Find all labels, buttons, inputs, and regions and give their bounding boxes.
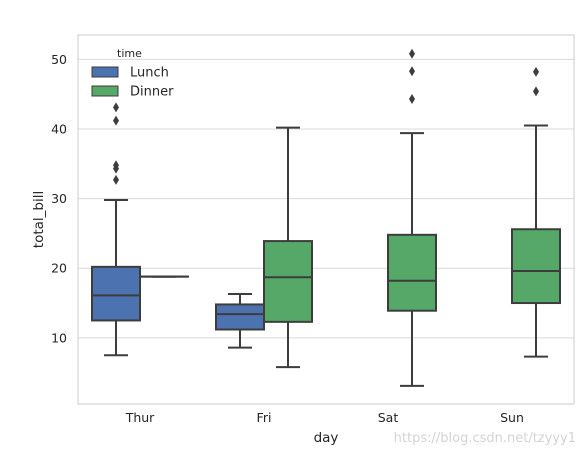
legend-title: time [117,47,142,60]
x-tick-label: Sun [500,410,524,425]
x-tick-labels: Thur Fri Sat Sun [125,410,524,425]
legend-label-dinner: Dinner [130,85,174,100]
outlier-point [113,160,119,171]
outlier-point [113,174,119,185]
y-tick-label: 40 [51,121,67,136]
y-tick-label: 10 [51,330,67,345]
y-tick-labels: 10 20 30 40 50 [51,52,67,345]
watermark: https://blog.csdn.net/tzyyy1 [394,431,576,446]
box-dinner-sun [511,66,561,358]
x-tick-label: Thur [125,410,155,425]
legend: time Lunch Dinner [91,47,174,100]
x-axis-label: day [314,430,339,446]
y-tick-label: 30 [51,191,67,206]
legend-swatch-dinner [91,85,119,97]
box-marks [91,48,561,387]
iqr-box [263,240,313,323]
box-dinner-fri [263,126,313,369]
plot-area-frame [77,34,575,405]
iqr-box [91,265,141,322]
y-axis-label: total_bill [31,191,47,248]
outlier-point [113,102,119,113]
iqr-box [511,228,561,305]
box-lunch-thur [91,102,141,357]
legend-swatch-lunch [91,66,119,78]
y-tick-label: 50 [51,52,67,67]
box-lunch-fri [215,292,265,349]
iqr-box [387,233,437,312]
outlier-point [533,66,539,77]
legend-label-lunch: Lunch [130,66,169,81]
x-tick-label: Sat [378,410,399,425]
box-dinner-sat [387,48,437,387]
outlier-point [113,115,119,126]
y-tick-label: 20 [51,261,67,276]
iqr-box [215,303,265,331]
outlier-point [409,94,415,105]
y-gridlines [78,58,574,339]
outlier-point [409,66,415,77]
outlier-point [409,48,415,59]
x-tick-label: Fri [257,410,272,425]
outlier-point [533,86,539,97]
